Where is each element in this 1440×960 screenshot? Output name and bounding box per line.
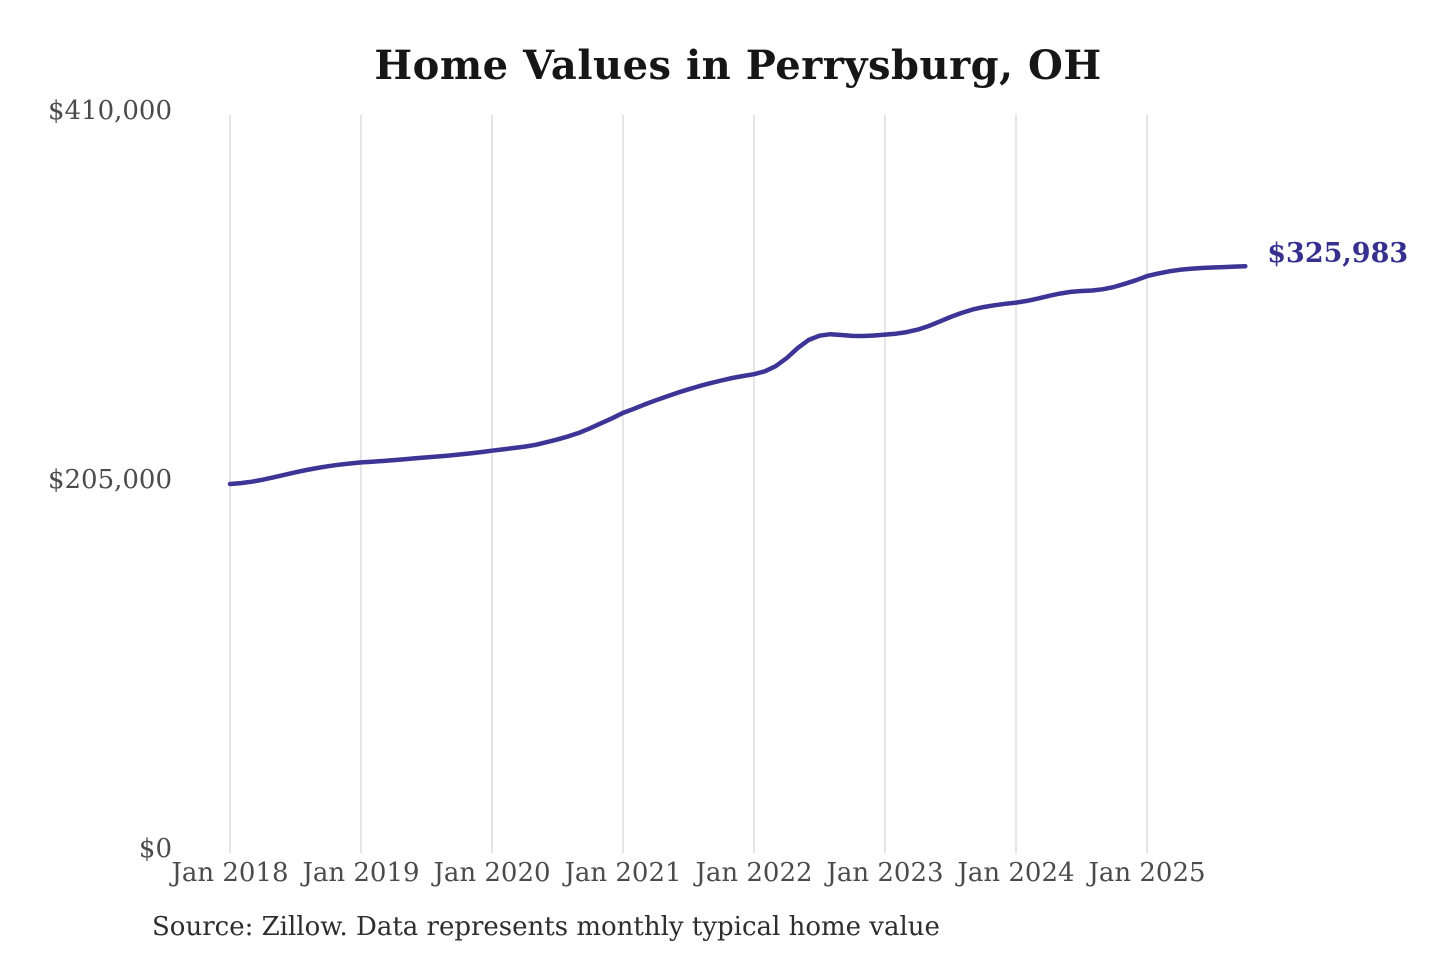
y-tick-label: $0 — [138, 834, 172, 864]
x-tick-label: Jan 2021 — [564, 858, 682, 888]
x-tick-label: Jan 2024 — [957, 858, 1075, 888]
end-value-label: $325,983 — [1267, 238, 1409, 270]
chart-title: Home Values in Perrysburg, OH — [374, 42, 1102, 89]
y-tick-label: $410,000 — [47, 96, 172, 126]
x-tick-label: Jan 2019 — [302, 858, 420, 888]
home-value-line — [227, 263, 1248, 487]
source-note: Source: Zillow. Data represents monthly … — [152, 912, 940, 942]
x-tick-label: Jan 2018 — [171, 858, 289, 888]
x-tick-label: Jan 2025 — [1088, 858, 1206, 888]
x-axis-labels: Jan 2018 Jan 2019 Jan 2020 Jan 2021 Jan 2022… — [0, 858, 1440, 898]
x-tick-label: Jan 2023 — [826, 858, 944, 888]
x-tick-label: Jan 2022 — [695, 858, 813, 888]
x-tick-label: Jan 2020 — [433, 858, 551, 888]
y-tick-label: $205,000 — [47, 465, 172, 495]
